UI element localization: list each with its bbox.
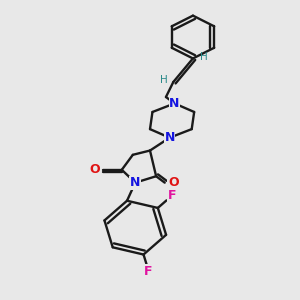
- Text: N: N: [169, 97, 180, 110]
- Text: O: O: [168, 176, 178, 189]
- Text: N: N: [164, 131, 175, 144]
- Text: O: O: [89, 163, 100, 176]
- Text: H: H: [200, 52, 208, 62]
- Text: F: F: [167, 189, 176, 202]
- Text: N: N: [130, 176, 140, 189]
- Text: H: H: [160, 75, 167, 85]
- Text: F: F: [144, 265, 153, 278]
